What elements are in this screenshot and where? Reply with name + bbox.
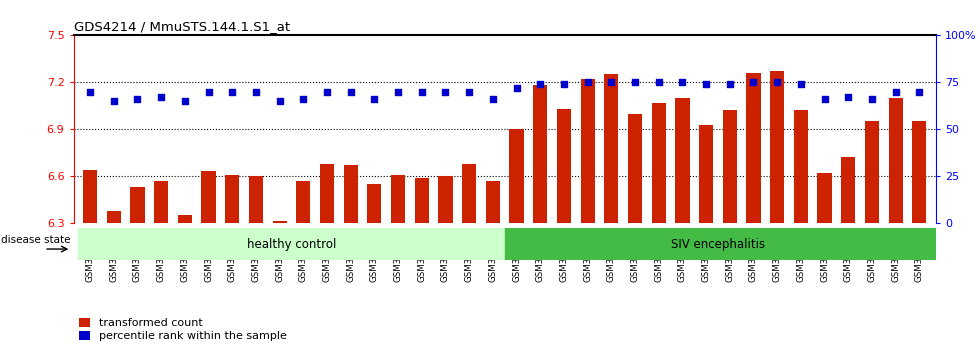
Bar: [78, 228, 505, 260]
Point: [224, 89, 240, 95]
Text: SIV encephalitis: SIV encephalitis: [671, 238, 765, 251]
Point: [911, 89, 927, 95]
Bar: [415, 178, 429, 354]
Point: [82, 89, 98, 95]
Point: [746, 79, 761, 85]
Bar: [557, 109, 571, 354]
Bar: [83, 170, 97, 354]
Bar: [580, 79, 595, 354]
Bar: [510, 129, 523, 354]
Bar: [225, 175, 239, 354]
Text: disease state: disease state: [1, 235, 71, 245]
Point: [722, 81, 738, 87]
Legend: transformed count, percentile rank within the sample: transformed count, percentile rank withi…: [79, 318, 287, 341]
Point: [271, 98, 287, 104]
Bar: [202, 171, 216, 354]
Point: [580, 79, 596, 85]
Point: [343, 89, 359, 95]
Bar: [368, 184, 381, 354]
Bar: [130, 187, 145, 354]
Bar: [699, 125, 713, 354]
Bar: [391, 175, 405, 354]
Bar: [533, 85, 548, 354]
Bar: [817, 173, 832, 354]
Bar: [747, 73, 760, 354]
Bar: [628, 114, 642, 354]
Point: [390, 89, 406, 95]
Point: [106, 98, 122, 104]
Point: [367, 96, 382, 102]
Bar: [344, 165, 358, 354]
Point: [485, 96, 501, 102]
Bar: [154, 181, 169, 354]
Bar: [912, 121, 926, 354]
Point: [438, 89, 454, 95]
Point: [816, 96, 832, 102]
Point: [248, 89, 264, 95]
Point: [698, 81, 713, 87]
Point: [651, 79, 666, 85]
Point: [414, 89, 429, 95]
Bar: [675, 98, 690, 354]
Bar: [841, 157, 856, 354]
Bar: [652, 103, 665, 354]
Point: [841, 95, 857, 100]
Text: healthy control: healthy control: [247, 238, 336, 251]
Bar: [438, 176, 453, 354]
Point: [177, 98, 193, 104]
Bar: [249, 176, 263, 354]
Point: [864, 96, 880, 102]
Point: [532, 81, 548, 87]
Bar: [605, 74, 618, 354]
Point: [201, 89, 217, 95]
Point: [153, 95, 169, 100]
Point: [793, 81, 808, 87]
Bar: [889, 98, 903, 354]
Point: [556, 81, 571, 87]
Point: [674, 79, 690, 85]
Bar: [296, 181, 311, 354]
Bar: [486, 181, 500, 354]
Bar: [462, 164, 476, 354]
Bar: [107, 211, 121, 354]
Point: [319, 89, 335, 95]
Point: [604, 79, 619, 85]
Bar: [722, 110, 737, 354]
Bar: [177, 215, 192, 354]
Point: [129, 96, 145, 102]
Bar: [319, 164, 334, 354]
Bar: [505, 228, 936, 260]
Point: [888, 89, 904, 95]
Point: [462, 89, 477, 95]
Bar: [272, 222, 287, 354]
Bar: [770, 72, 784, 354]
Point: [509, 85, 524, 91]
Point: [627, 79, 643, 85]
Bar: [794, 110, 808, 354]
Text: GDS4214 / MmuSTS.144.1.S1_at: GDS4214 / MmuSTS.144.1.S1_at: [74, 20, 290, 33]
Bar: [864, 121, 879, 354]
Point: [769, 79, 785, 85]
Point: [296, 96, 312, 102]
